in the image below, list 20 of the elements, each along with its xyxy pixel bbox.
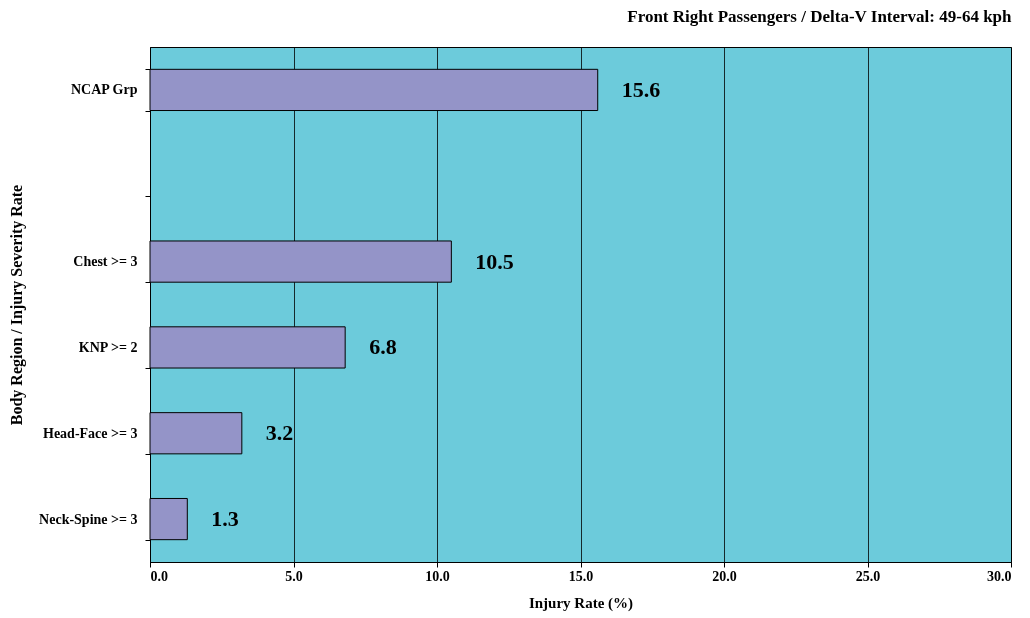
x-tick-label: 25.0	[855, 568, 881, 584]
x-tick-label: 10.0	[425, 568, 450, 584]
x-tick-label: 15.0	[568, 568, 594, 584]
x-tick-label: 20.0	[712, 568, 737, 584]
x-tick-label: 0.0	[150, 568, 168, 584]
data-label: 6.8	[369, 334, 397, 360]
y-tick-label: Chest >= 3	[73, 254, 138, 270]
x-tick-label: 5.0	[285, 568, 303, 584]
data-label: 10.5	[475, 248, 514, 274]
y-tick-label: KNP >= 2	[78, 339, 138, 355]
data-label: 1.3	[211, 506, 239, 532]
data-label: 15.6	[621, 76, 661, 102]
y-axis-title: Body Region / Injury Severity Rate	[8, 184, 27, 426]
y-tick-label: Neck-Spine >= 3	[39, 511, 138, 527]
chart-title: Front Right Passengers / Delta-V Interval: 49-64 kph	[627, 7, 1013, 26]
y-tick-label: NCAP Grp	[71, 82, 138, 98]
data-label: 3.2	[265, 420, 294, 446]
y-tick-label: Head-Face >= 3	[43, 425, 138, 441]
x-tick-label: 30.0	[987, 568, 1012, 584]
x-axis-title: Injury Rate (%)	[528, 594, 634, 612]
